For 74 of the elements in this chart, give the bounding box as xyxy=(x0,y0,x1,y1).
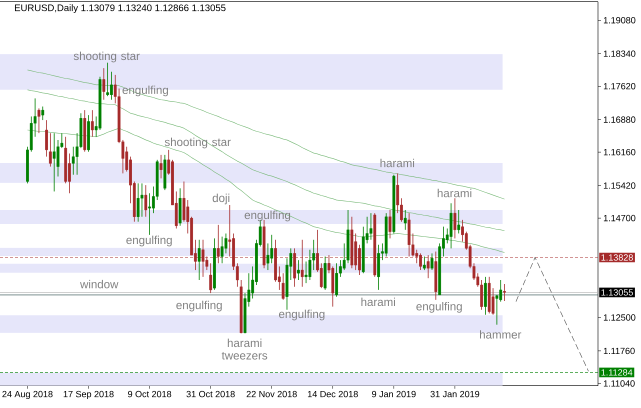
candlestick xyxy=(52,132,56,192)
candlestick xyxy=(144,184,148,218)
candlestick xyxy=(48,132,52,167)
ref-line-label: 1.13828 xyxy=(601,254,633,261)
candlestick xyxy=(198,239,201,280)
candlestick xyxy=(450,202,452,249)
candlestick xyxy=(90,110,94,138)
candlestick xyxy=(430,252,434,270)
y-tick-label: 1.18340 xyxy=(604,50,636,57)
y-tick-label: 1.16880 xyxy=(604,116,636,123)
annotation: harami xyxy=(438,188,472,198)
annotation: harami tweezers xyxy=(222,338,268,360)
candlestick xyxy=(102,68,106,100)
candlestick xyxy=(148,192,152,236)
y-tick-label: 1.11760 xyxy=(604,348,635,354)
candlestick xyxy=(404,210,407,230)
y-tick-label: 1.11040 xyxy=(604,380,635,387)
x-tick-label: 31 Oct 2018 xyxy=(186,390,235,398)
candlestick xyxy=(484,276,487,316)
candlestick xyxy=(422,256,426,270)
annotation: engulfing xyxy=(279,310,324,320)
x-tick-label: 22 Nov 2018 xyxy=(246,390,297,398)
candlestick xyxy=(220,236,224,264)
candlestick xyxy=(457,210,460,234)
annotation: engulfing xyxy=(244,210,290,222)
y-tick-label: 1.16160 xyxy=(604,148,636,156)
candlestick xyxy=(209,262,212,294)
annotation: engulfing xyxy=(126,236,172,246)
candlestick xyxy=(160,154,162,179)
candlestick xyxy=(370,212,372,240)
x-tick-label: 24 Aug 2018 xyxy=(2,390,53,400)
candlestick xyxy=(56,140,60,177)
annotation: shooting star xyxy=(164,138,231,148)
candlestick xyxy=(308,249,312,280)
x-tick-label: 17 Sep 2018 xyxy=(64,390,114,400)
ref-line-label: 1.13055 xyxy=(601,289,633,296)
y-tick-label: 1.14700 xyxy=(604,214,636,222)
annotation: engulfing xyxy=(416,302,462,313)
candlestick xyxy=(503,284,506,302)
y-tick-label: 1.19080 xyxy=(604,17,636,24)
x-tick-label: 9 Jan 2019 xyxy=(372,390,416,398)
candlestick xyxy=(388,210,392,239)
annotation: shooting star xyxy=(74,52,140,62)
candlestick xyxy=(110,71,113,100)
annotation: hammer xyxy=(480,330,522,339)
annotation: window xyxy=(80,280,118,288)
candlestick xyxy=(45,120,48,158)
candlestick xyxy=(297,260,300,280)
y-tick-label: 1.15420 xyxy=(604,182,636,189)
candlestick xyxy=(377,244,380,290)
candlestick xyxy=(38,108,40,134)
candlestick xyxy=(224,233,228,254)
candlestick xyxy=(282,272,285,300)
candlestick xyxy=(41,106,44,120)
candlestick xyxy=(140,182,144,218)
candlestick xyxy=(335,262,338,298)
x-tick-label: 14 Dec 2018 xyxy=(308,390,358,398)
candlestick xyxy=(266,243,270,270)
x-tick-label: 31 Jan 2019 xyxy=(430,390,480,398)
candlestick xyxy=(453,198,456,239)
ref-line-label: 1.11284 xyxy=(601,369,632,376)
y-tick-label: 1.17620 xyxy=(604,82,636,90)
candlestick xyxy=(304,261,308,284)
chart-title: EURUSD,Daily 1.13079 1.13240 1.12866 1.13055 xyxy=(14,4,226,14)
annotation: doji xyxy=(212,194,230,204)
candlestick xyxy=(480,280,484,310)
candlestick xyxy=(106,62,110,97)
candlestick xyxy=(182,181,186,222)
candlestick xyxy=(136,182,140,222)
y-tick-label: 1.12500 xyxy=(604,314,636,321)
x-tick-label: 9 Oct 2018 xyxy=(128,390,172,398)
annotation: engulfing xyxy=(176,300,222,312)
annotation: harami xyxy=(361,298,395,306)
annotation: harami xyxy=(380,158,414,168)
